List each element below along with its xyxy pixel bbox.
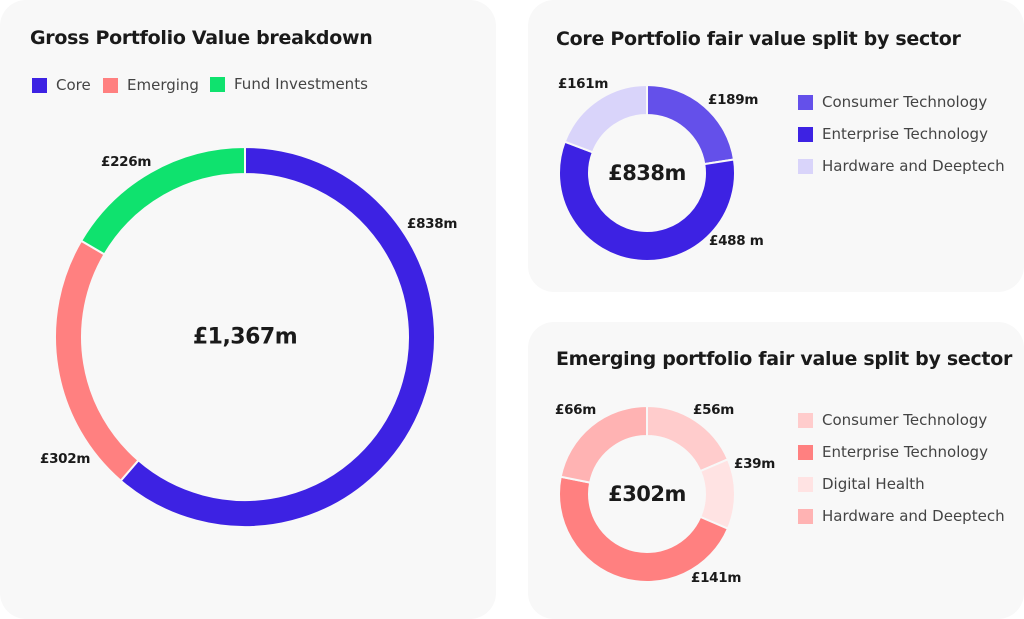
donut-slice-fund-investments bbox=[79, 145, 246, 256]
legend-swatch bbox=[103, 77, 118, 93]
legend-label: Fund Investments bbox=[234, 75, 368, 93]
donut-slice-emerging bbox=[54, 239, 140, 483]
center-total: £302m bbox=[608, 482, 686, 506]
chart-title: Core Portfolio fair value split by secto… bbox=[556, 28, 961, 50]
donut-slice-hardware-and-deeptech bbox=[559, 404, 648, 484]
legend-swatch bbox=[798, 126, 813, 142]
chart-title: Gross Portfolio Value breakdown bbox=[30, 27, 373, 49]
legend-item-fund-investments: Fund Investments bbox=[210, 75, 368, 93]
legend-label: Hardware and Deeptech bbox=[822, 507, 1005, 525]
center-total: £838m bbox=[608, 161, 686, 185]
legend-item-hardware: Hardware and Deeptech bbox=[798, 507, 1005, 525]
legend-label: Core bbox=[56, 76, 91, 94]
data-label-emerging: £302m bbox=[40, 451, 91, 467]
legend-swatch bbox=[32, 77, 47, 93]
donut-slice-consumer-technology bbox=[646, 404, 730, 473]
legend-item-enterprise: Enterprise Technology bbox=[798, 125, 988, 143]
data-label-consumer: £56m bbox=[693, 402, 735, 418]
legend-swatch bbox=[798, 158, 813, 174]
legend-item-core: Core bbox=[32, 76, 91, 94]
data-label-enterprise: £488 m bbox=[709, 233, 764, 249]
legend-swatch bbox=[798, 94, 813, 110]
legend-swatch bbox=[798, 476, 813, 492]
donut-slice-consumer-technology bbox=[646, 83, 736, 166]
legend-item-consumer: Consumer Technology bbox=[798, 411, 987, 429]
donut-slice-hardware-and-deeptech bbox=[563, 83, 648, 154]
legend-item-enterprise: Enterprise Technology bbox=[798, 443, 988, 461]
donut-slice-core bbox=[119, 145, 436, 528]
donut-slice-enterprise-technology bbox=[558, 475, 730, 583]
legend-item-consumer: Consumer Technology bbox=[798, 93, 987, 111]
legend-item-digital-health: Digital Health bbox=[798, 475, 925, 493]
data-label-enterprise: £141m bbox=[691, 570, 742, 586]
data-label-hardware: £66m bbox=[555, 402, 597, 418]
legend-swatch bbox=[798, 412, 813, 428]
legend-label: Enterprise Technology bbox=[822, 125, 988, 143]
legend-label: Digital Health bbox=[822, 475, 925, 493]
data-label-hardware: £161m bbox=[558, 76, 609, 92]
data-label-consumer: £189m bbox=[708, 92, 759, 108]
legend-swatch bbox=[798, 508, 813, 524]
legend-item-hardware: Hardware and Deeptech bbox=[798, 157, 1005, 175]
chart-title: Emerging portfolio fair value split by s… bbox=[556, 348, 1013, 370]
legend-label: Emerging bbox=[127, 76, 199, 94]
donut-slice-enterprise-technology bbox=[558, 140, 736, 262]
center-total: £1,367m bbox=[192, 324, 298, 350]
legend-item-emerging: Emerging bbox=[103, 76, 199, 94]
legend-label: Hardware and Deeptech bbox=[822, 157, 1005, 175]
legend-label: Consumer Technology bbox=[822, 93, 988, 111]
data-label-digital-health: £39m bbox=[734, 456, 776, 472]
data-label-fund: £226m bbox=[101, 154, 152, 170]
legend-swatch bbox=[210, 76, 225, 92]
legend-label: Consumer Technology bbox=[822, 411, 988, 429]
legend-swatch bbox=[798, 444, 813, 460]
data-label-core: £838m bbox=[407, 216, 458, 232]
legend-label: Enterprise Technology bbox=[822, 443, 988, 461]
